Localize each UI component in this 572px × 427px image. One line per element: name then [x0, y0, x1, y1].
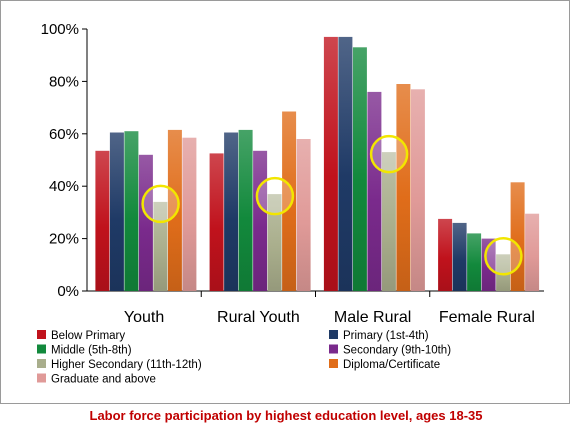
bar-below-primary-rural-youth: [209, 153, 224, 291]
bar-graduate-and-above-youth: [182, 137, 197, 291]
x-category-label: Rural Youth: [217, 309, 300, 326]
bar-higher-secondary-11th-12th-rural-youth: [267, 194, 282, 291]
legend-swatch: [37, 344, 46, 354]
bar-graduate-and-above-female-rural: [525, 213, 540, 291]
bar-diploma-certificate-female-rural: [510, 182, 525, 291]
bar-below-primary-female-rural: [438, 218, 453, 291]
bar-below-primary-male-rural: [323, 36, 338, 292]
legend-swatch: [329, 359, 338, 368]
legend-swatch: [37, 373, 46, 383]
bar-diploma-certificate-rural-youth: [282, 111, 297, 291]
legend-label: Middle (5th-8th): [51, 345, 132, 357]
chart-caption: Labor force participation by highest edu…: [89, 408, 483, 423]
legend-label: Diploma/Certificate: [343, 359, 440, 371]
highlight-circle: [369, 134, 409, 174]
bar-middle-5th-8th-youth: [124, 131, 139, 291]
legend-label: Higher Secondary (11th-12th): [51, 359, 202, 371]
bar-primary-1st-4th-rural-youth: [224, 132, 239, 291]
legend-label: Secondary (9th-10th): [343, 345, 451, 357]
bar-higher-secondary-11th-12th-female-rural: [496, 254, 511, 291]
bar-primary-1st-4th-male-rural: [338, 36, 353, 292]
chart-frame: 0% 20% 40% 60% 80% 100% Youth Rural Youth Male R…: [0, 0, 570, 404]
x-category-label: Youth: [124, 309, 164, 326]
bar-chart: 0% 20% 40% 60% 80% 100% Youth Rural Youth Male R…: [37, 21, 544, 386]
bar-higher-secondary-11th-12th-youth: [153, 201, 168, 291]
y-tick-label: 60%: [49, 126, 79, 143]
x-category-label: Male Rural: [334, 309, 411, 326]
bar-below-primary-youth: [95, 150, 110, 291]
legend-label: Primary (1st-4th): [343, 330, 429, 342]
legend-swatch: [329, 330, 338, 339]
bar-diploma-certificate-youth: [167, 129, 182, 291]
highlight-circle: [141, 184, 180, 224]
bar-diploma-certificate-male-rural: [396, 84, 411, 291]
bar-middle-5th-8th-male-rural: [352, 47, 367, 291]
y-tick-label: 100%: [41, 21, 79, 38]
bar-graduate-and-above-rural-youth: [296, 139, 311, 291]
bar-primary-1st-4th-youth: [109, 132, 124, 291]
y-tick-label: 20%: [49, 231, 79, 248]
bar-graduate-and-above-male-rural: [410, 89, 425, 291]
y-tick-label: 80%: [49, 73, 79, 90]
legend-swatch: [37, 330, 46, 339]
y-tick-label: 40%: [49, 178, 79, 195]
highlight-circle: [255, 176, 295, 216]
bar-middle-5th-8th-rural-youth: [238, 129, 253, 291]
legend-swatch: [37, 359, 46, 368]
bar-secondary-9th-10th-rural-youth: [253, 150, 268, 291]
legend-swatch: [329, 344, 338, 354]
y-tick-label: 0%: [57, 283, 79, 300]
bar-primary-1st-4th-female-rural: [452, 222, 467, 291]
bar-middle-5th-8th-female-rural: [467, 233, 482, 291]
bar-secondary-9th-10th-youth: [138, 154, 153, 291]
bar-higher-secondary-11th-12th-male-rural: [381, 152, 396, 291]
highlight-circle: [484, 237, 523, 276]
legend-label: Below Primary: [51, 330, 125, 342]
legend-label: Graduate and above: [51, 374, 156, 386]
x-category-label: Female Rural: [439, 309, 535, 326]
bar-secondary-9th-10th-male-rural: [367, 91, 382, 292]
